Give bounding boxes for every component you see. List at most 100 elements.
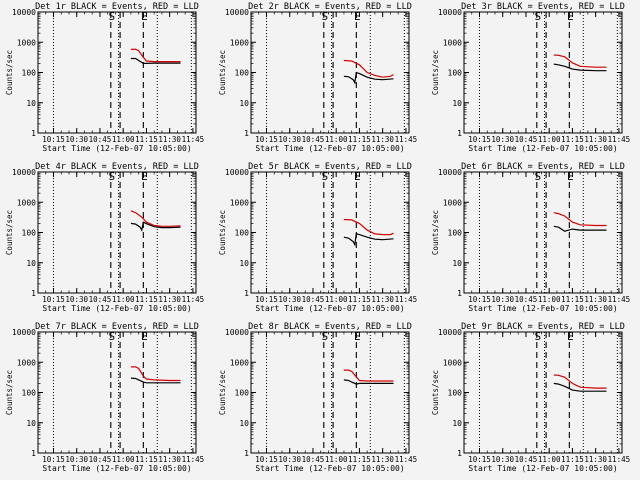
x-tick-label: 11:15	[135, 295, 158, 304]
y-tick-label: 100	[22, 229, 37, 238]
x-tick-label: 11:15	[348, 295, 371, 304]
y-axis-label: Counts/sec	[218, 50, 227, 95]
interval-marker-label: E	[354, 170, 361, 183]
x-tick-label: 11:30	[158, 455, 181, 464]
panel-title: Det 8r BLACK = Events, RED = LLD	[248, 322, 412, 332]
lld-series-line	[130, 210, 181, 227]
y-tick-label: 1000	[443, 38, 462, 47]
y-tick-label: 1	[244, 449, 249, 458]
y-tick-label: 10000	[225, 328, 249, 337]
interval-marker-label: S	[534, 330, 541, 343]
y-axis-label: Counts/sec	[431, 210, 440, 255]
x-axis-label: Start Time (12-Feb-07 10:05:00)	[468, 464, 617, 473]
y-tick-label: 10000	[438, 328, 462, 337]
y-tick-label: 10	[239, 259, 249, 268]
y-tick-label: 10	[239, 99, 249, 108]
x-tick-label: 11:15	[348, 135, 371, 144]
plot-frame	[250, 11, 410, 134]
x-tick-label: 11:30	[158, 295, 181, 304]
x-tick-label: 10:30	[278, 455, 301, 464]
y-tick-label: 100	[22, 389, 37, 398]
lld-series-line	[343, 369, 394, 382]
lld-series-line	[130, 48, 181, 63]
y-tick-label: 10000	[225, 168, 249, 177]
detector-panel: Det 1r BLACK = Events, RED = LLD 1 10 100 10…	[5, 2, 204, 153]
interval-marker-label: E	[567, 330, 574, 343]
y-tick-label: 10000	[225, 8, 249, 17]
plot-frame	[37, 331, 197, 454]
events-series-line	[343, 379, 394, 385]
x-tick-label: 11:00	[538, 295, 561, 304]
plot-frame	[37, 11, 197, 134]
x-tick-label: 11:15	[135, 455, 158, 464]
x-tick-label: 10:15	[468, 135, 491, 144]
interval-marker-label: S	[108, 10, 115, 23]
x-tick-label: 11:00	[325, 135, 348, 144]
x-tick-label: 11:00	[112, 135, 135, 144]
x-tick-label: 11:15	[561, 455, 584, 464]
interval-marker-label: S	[534, 170, 541, 183]
y-tick-label: 10000	[12, 328, 36, 337]
plot-frame	[463, 11, 623, 134]
x-tick-label: 10:30	[278, 295, 301, 304]
detector-panel: Det 4r BLACK = Events, RED = LLD 1 10 100 10…	[5, 162, 204, 313]
x-tick-label: 10:30	[65, 135, 88, 144]
plot-frame	[463, 171, 623, 294]
y-tick-label: 10000	[12, 8, 36, 17]
x-tick-label: 10:45	[302, 295, 325, 304]
interval-marker-label: S	[108, 170, 115, 183]
y-tick-label: 1000	[443, 198, 462, 207]
interval-marker-label: S	[108, 330, 115, 343]
interval-marker-label: S	[321, 330, 328, 343]
detector-panel: Det 8r BLACK = Events, RED = LLD 1 10 100 10…	[218, 322, 417, 473]
lld-series-line	[343, 59, 394, 78]
x-tick-label: 10:30	[491, 135, 514, 144]
x-tick-label: 10:45	[89, 295, 112, 304]
x-tick-label: 10:45	[302, 135, 325, 144]
x-tick-label: 11:30	[584, 135, 607, 144]
x-tick-label: 10:45	[89, 135, 112, 144]
events-series-line	[343, 71, 394, 85]
y-tick-label: 10000	[438, 168, 462, 177]
x-axis-label: Start Time (12-Feb-07 10:05:00)	[42, 144, 191, 153]
x-tick-label: 11:15	[348, 455, 371, 464]
y-tick-label: 1000	[17, 358, 36, 367]
x-tick-label: 11:15	[135, 135, 158, 144]
y-tick-label: 1000	[230, 38, 249, 47]
events-series-line	[553, 63, 607, 72]
lld-series-line	[343, 218, 394, 236]
x-tick-label: 11:15	[561, 295, 584, 304]
plot-frame	[463, 331, 623, 454]
panel-title: Det 3r BLACK = Events, RED = LLD	[461, 2, 625, 12]
x-tick-label: 10:15	[42, 295, 65, 304]
x-tick-label: 11:30	[584, 295, 607, 304]
y-tick-label: 1	[31, 449, 36, 458]
x-tick-label: 10:45	[515, 295, 538, 304]
y-tick-label: 1000	[230, 358, 249, 367]
x-tick-label: 10:15	[255, 135, 278, 144]
y-tick-label: 1	[31, 129, 36, 138]
plot-frame	[250, 331, 410, 454]
detector-panel: Det 2r BLACK = Events, RED = LLD 1 10 100 10…	[218, 2, 417, 153]
lld-series-line	[553, 212, 607, 227]
x-tick-label: 11:45	[395, 455, 418, 464]
interval-marker-label: E	[567, 10, 574, 23]
x-tick-label: 11:30	[584, 455, 607, 464]
events-series-line	[553, 225, 607, 232]
x-tick-label: 10:15	[42, 455, 65, 464]
x-tick-label: 11:00	[325, 455, 348, 464]
interval-marker-label: S	[321, 10, 328, 23]
lld-series-line	[130, 366, 181, 382]
x-tick-label: 11:45	[395, 295, 418, 304]
panel-title: Det 7r BLACK = Events, RED = LLD	[35, 322, 199, 332]
interval-marker-label: E	[141, 330, 148, 343]
x-tick-label: 10:45	[302, 455, 325, 464]
x-tick-label: 10:30	[278, 135, 301, 144]
x-axis-label: Start Time (12-Feb-07 10:05:00)	[42, 304, 191, 313]
y-tick-label: 10	[239, 419, 249, 428]
y-tick-label: 1	[457, 129, 462, 138]
y-tick-label: 1000	[17, 38, 36, 47]
y-tick-label: 1000	[230, 198, 249, 207]
x-tick-label: 11:45	[182, 135, 205, 144]
y-axis-label: Counts/sec	[5, 370, 14, 415]
